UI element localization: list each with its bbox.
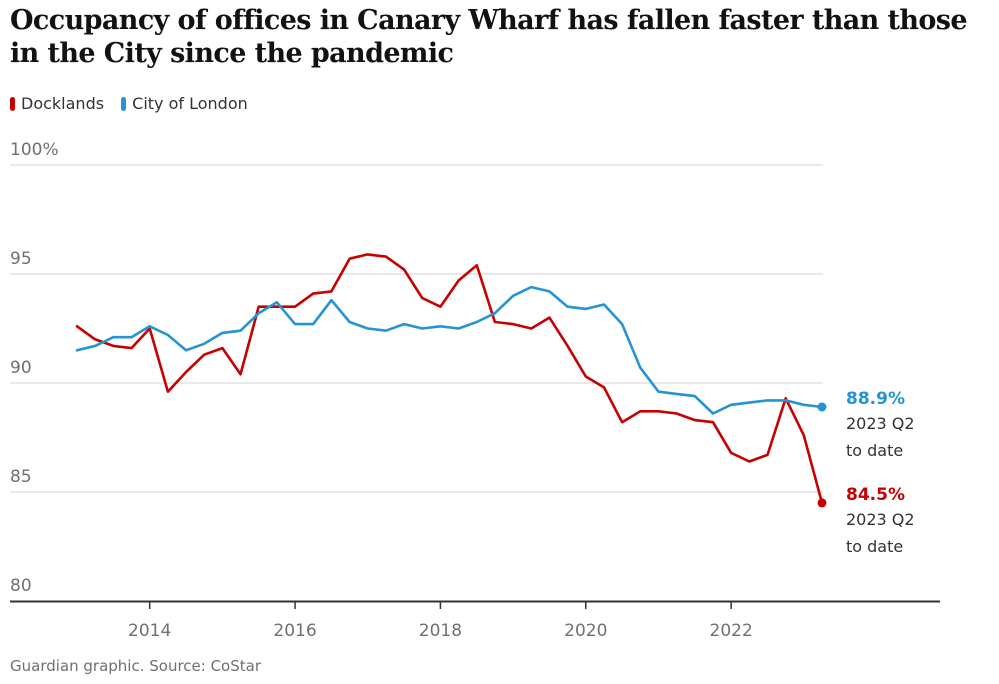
end-note-docklands: to date — [846, 537, 903, 556]
legend-label-city: City of London — [132, 94, 248, 113]
legend-item-docklands: Docklands — [10, 94, 104, 113]
end-value-docklands: 84.5% — [846, 485, 905, 505]
series-line-city — [75, 285, 824, 415]
y-tick-label: 100% — [10, 140, 59, 160]
x-tick-label: 2014 — [128, 621, 171, 641]
x-tick-label: 2020 — [564, 621, 607, 641]
end-point-city — [817, 402, 827, 412]
docklands-swatch-icon — [10, 96, 15, 111]
legend-label-docklands: Docklands — [21, 94, 105, 113]
x-tick-label: 2016 — [273, 621, 316, 641]
x-axis — [10, 600, 940, 609]
chart-title: Occupancy of offices in Canary Wharf has… — [10, 5, 968, 69]
y-tick-labels: 100% 95 90 85 80 — [10, 140, 59, 596]
series-line-docklands — [75, 253, 824, 505]
end-value-city: 88.9% — [846, 389, 905, 409]
y-tick-label: 90 — [10, 358, 32, 378]
x-tick-label: 2018 — [419, 621, 462, 641]
end-note-docklands: 2023 Q2 — [846, 510, 915, 529]
end-labels: 84.5% 2023 Q2 to date 88.9% 2023 Q2 to date — [846, 389, 915, 556]
y-tick-label: 85 — [10, 467, 32, 487]
series-lines — [75, 253, 827, 508]
end-point-docklands — [817, 498, 827, 508]
x-tick-labels: 2014 2016 2018 2020 2022 — [128, 621, 753, 641]
y-tick-label: 80 — [10, 576, 32, 596]
legend: Docklands City of London — [10, 94, 260, 115]
end-note-city: 2023 Q2 — [846, 414, 915, 433]
grid-lines — [10, 164, 823, 493]
city-swatch-icon — [121, 96, 127, 111]
source-note: Guardian graphic. Source: CoStar — [10, 657, 261, 675]
x-tick-label: 2022 — [710, 621, 753, 641]
legend-item-city: City of London — [121, 94, 248, 113]
end-note-city: to date — [846, 441, 903, 460]
y-tick-label: 95 — [10, 249, 32, 269]
